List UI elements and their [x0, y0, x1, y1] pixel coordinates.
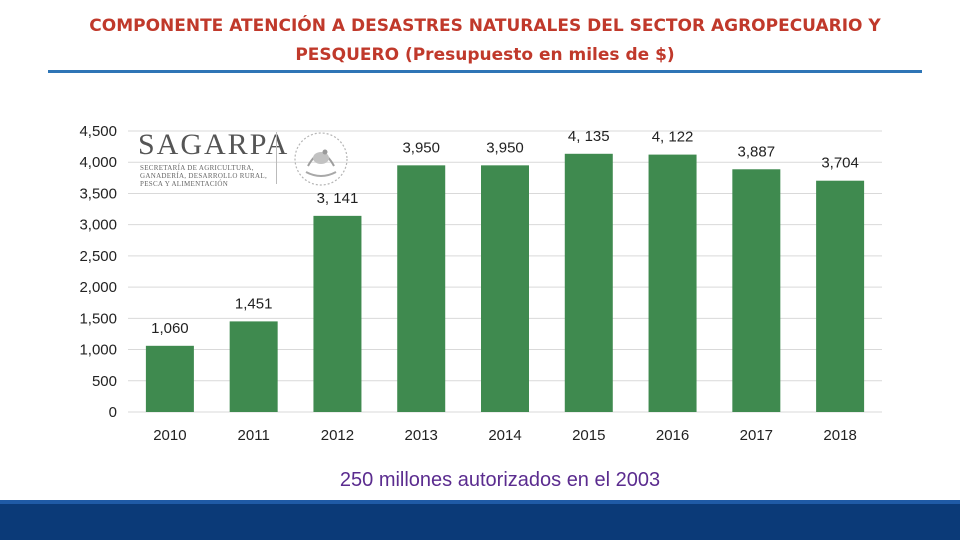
y-tick-label: 1,500 [79, 310, 117, 327]
x-tick-label-2013: 2013 [405, 427, 438, 444]
data-label-2010: 1,060 [151, 320, 189, 337]
bar-2013 [397, 165, 446, 412]
title-underline [48, 70, 922, 73]
x-tick-label-2017: 2017 [740, 427, 773, 444]
data-label-2013: 3,950 [402, 139, 440, 156]
data-label-2016: 4, 122 [652, 129, 694, 146]
x-tick-label-2012: 2012 [321, 427, 354, 444]
footer-band [0, 500, 960, 540]
footnote: 250 millones autorizados en el 2003 [339, 469, 661, 491]
bar-2016 [648, 154, 697, 412]
data-label-2018: 3,704 [821, 155, 859, 172]
bar-2011 [229, 321, 278, 412]
bar-2017 [732, 169, 781, 412]
logo-subtitle: SECRETARÍA DE AGRICULTURA, GANADERÍA, DE… [140, 164, 268, 188]
logo-divider [276, 132, 277, 184]
data-label-2011: 1,451 [235, 295, 273, 312]
chart-title: COMPONENTE ATENCIÓN A DESASTRES NATURALE… [89, 16, 881, 65]
x-tick-label-2010: 2010 [153, 427, 186, 444]
bar-2010 [145, 345, 194, 412]
data-label-2015: 4, 135 [568, 128, 610, 145]
bar-2018 [816, 180, 865, 412]
x-tick-label-2011: 2011 [238, 427, 270, 444]
x-axis-ticks: 2010 2011 2012 2013 2014 2015 2016 2017 2018 [153, 427, 857, 444]
x-tick-label-2014: 2014 [488, 427, 521, 444]
sagarpa-logo: SAGARPA SECRETARÍA DE AGRICULTURA, GANAD… [138, 128, 360, 192]
y-tick-label: 2,000 [79, 279, 117, 296]
y-tick-label: 3,000 [79, 217, 117, 234]
bar-2014 [481, 165, 529, 412]
y-tick-label: 0 [109, 404, 117, 421]
data-label-2014: 3,950 [486, 139, 524, 156]
data-label-2017: 3,887 [738, 143, 776, 160]
y-axis-ticks: 0 500 1,000 1,500 2,000 2,500 3,000 3,500 4,000 4… [79, 123, 117, 421]
y-tick-label: 4,500 [79, 123, 117, 140]
bar-chart: 0 500 1,000 1,500 2,000 2,500 3,000 3,500 4,000 4… [79, 123, 882, 444]
y-tick-label: 4,000 [79, 154, 117, 171]
mexico-seal-icon [294, 132, 348, 186]
y-tick-label: 500 [92, 373, 117, 390]
x-tick-label-2018: 2018 [823, 427, 856, 444]
bars [145, 153, 865, 412]
y-tick-label: 1,000 [79, 342, 117, 359]
bar-2012 [313, 215, 362, 412]
x-tick-label-2015: 2015 [572, 427, 605, 444]
y-tick-label: 2,500 [79, 248, 117, 265]
logo-wordmark: SAGARPA [138, 128, 290, 161]
x-tick-label-2016: 2016 [656, 427, 689, 444]
footer-band-accent [0, 500, 960, 504]
data-labels: 1,060 1,451 3, 141 3,950 3,950 4, 135 4, 122 3,… [151, 128, 859, 337]
bar-2015 [564, 153, 613, 412]
data-label-2012: 3, 141 [317, 190, 359, 207]
y-tick-label: 3,500 [79, 185, 117, 202]
